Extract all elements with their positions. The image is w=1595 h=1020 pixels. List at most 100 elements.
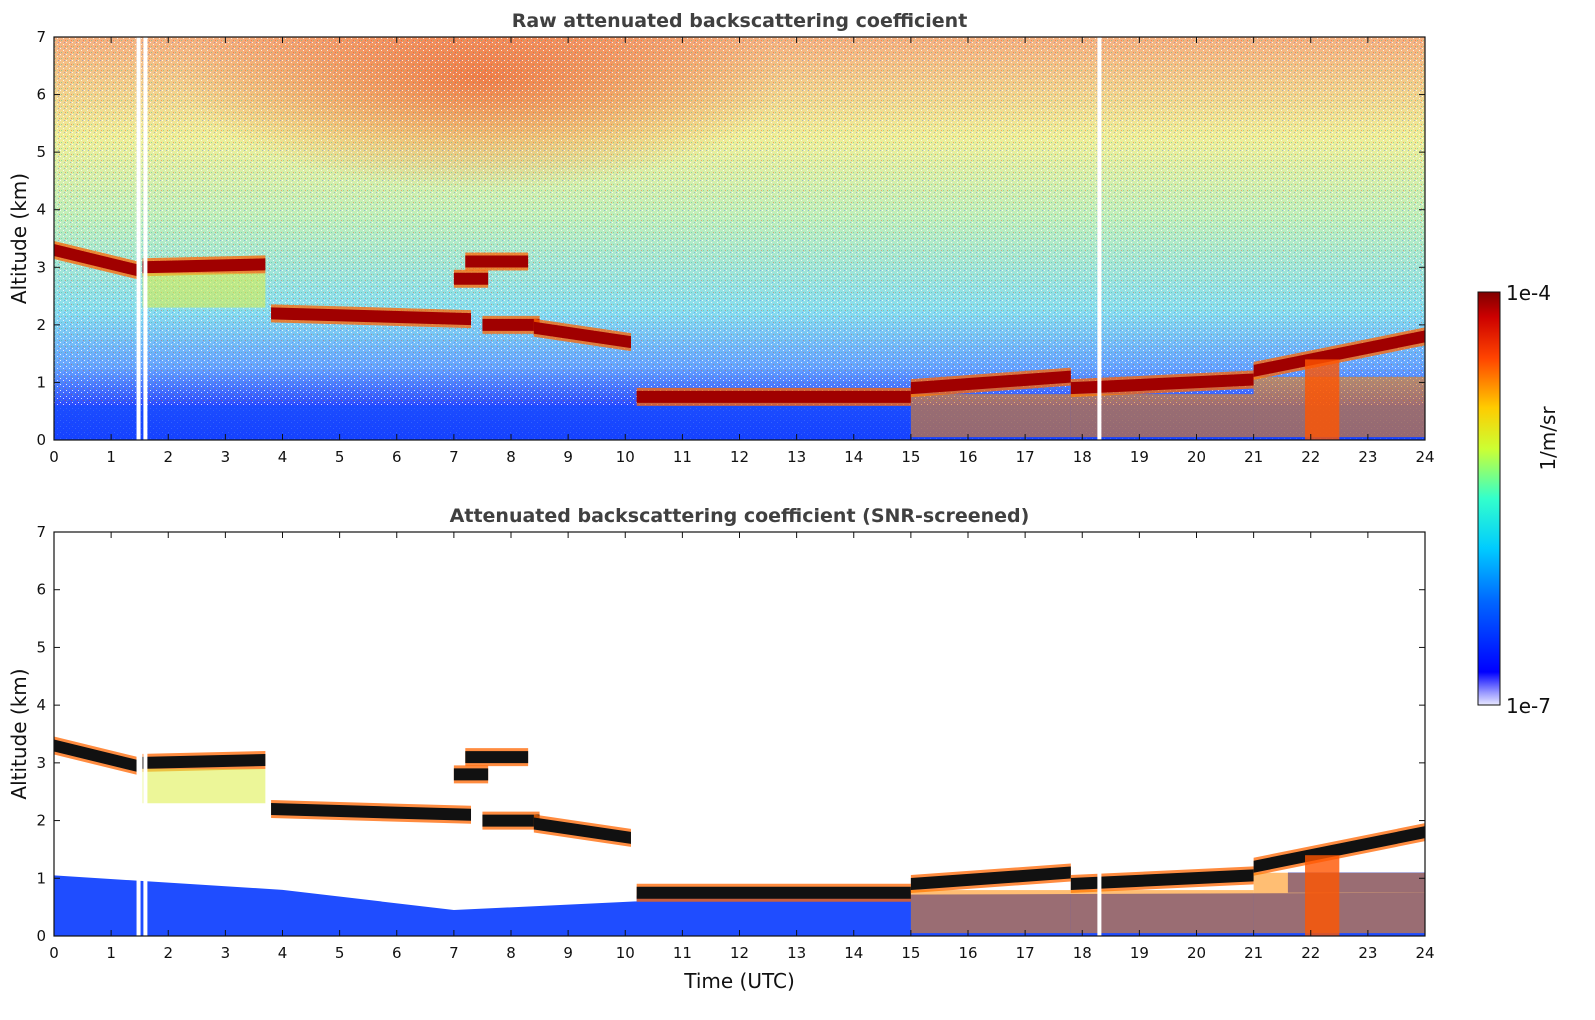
colorbar-gradient (1477, 291, 1501, 706)
x-tick-label: 0 (49, 944, 59, 962)
x-tick-label: 11 (673, 944, 692, 962)
y-tick-label: 6 (36, 581, 46, 599)
cloud-layer (533, 817, 631, 844)
cloud-layer (636, 390, 911, 403)
x-tick-label: 16 (958, 448, 977, 466)
y-tick-label: 6 (36, 86, 46, 104)
x-tick-label: 22 (1301, 944, 1320, 962)
x-tick-label: 2 (163, 944, 173, 962)
x-tick-label: 17 (1016, 448, 1035, 466)
x-tick-label: 22 (1301, 448, 1320, 466)
y-tick-label: 4 (36, 696, 46, 714)
x-tick-label: 20 (1187, 944, 1206, 962)
precipitation-fall-streak (910, 394, 1071, 438)
x-tick-label: 10 (616, 448, 635, 466)
colorbar-unit-label: 1/m/sr (1536, 406, 1560, 471)
cloud-layer (910, 370, 1071, 395)
x-tick-label: 23 (1358, 448, 1377, 466)
y-tick-label: 3 (36, 754, 46, 772)
raw-y-axis: 0 1 2 3 4 5 6 7 (36, 28, 1425, 449)
rain-column (1305, 855, 1340, 936)
x-tick-label: 15 (901, 944, 920, 962)
precipitation-fall-streak (142, 273, 266, 308)
x-tick-label: 0 (49, 448, 59, 466)
cloud-layer (453, 768, 489, 781)
x-tick-label: 3 (221, 448, 231, 466)
cloud-layer (1070, 869, 1254, 891)
colorbar: 1e-4 1e-7 1/m/sr (1477, 281, 1560, 718)
cloud-layer (1253, 330, 1425, 377)
y-tick-label: 2 (36, 316, 46, 334)
screened-backscatter-panel: Attenuated backscattering coefficient (S… (7, 505, 1435, 993)
cloud-layer (271, 803, 472, 821)
screened-y-axis: 0 1 2 3 4 5 6 7 (36, 523, 1425, 945)
x-tick-label: 13 (787, 448, 806, 466)
y-tick-label: 5 (36, 143, 46, 161)
x-tick-label: 24 (1415, 448, 1434, 466)
x-tick-label: 7 (449, 448, 459, 466)
data-gap (1097, 37, 1102, 440)
cloud-layer (1253, 826, 1425, 873)
heatmap-field (54, 532, 1425, 936)
x-tick-label: 12 (730, 448, 749, 466)
x-tick-label: 12 (730, 944, 749, 962)
x-tick-label: 1 (106, 448, 116, 466)
y-tick-label: 7 (36, 28, 46, 46)
screened-plot-area (53, 531, 1426, 937)
x-tick-label: 17 (1016, 944, 1035, 962)
raw-x-axis: 0 1 2 3 4 5 6 7 8 9 10 11 12 13 14 15 16 17 18 19 20 21 22 23 24 (49, 37, 1435, 466)
cloud-layer (453, 272, 489, 285)
y-tick-label: 1 (36, 869, 46, 887)
x-tick-label: 18 (1073, 944, 1092, 962)
screened-panel-title: Attenuated backscattering coefficient (S… (450, 505, 1030, 527)
screened-x-axis-label: Time (UTC) (683, 969, 795, 993)
x-tick-label: 13 (787, 944, 806, 962)
screened-background (54, 532, 1425, 936)
data-gap (136, 532, 141, 936)
y-tick-label: 0 (36, 927, 46, 945)
data-gap (1097, 532, 1102, 936)
x-tick-label: 21 (1244, 448, 1263, 466)
x-tick-label: 18 (1073, 448, 1092, 466)
y-tick-label: 2 (36, 812, 46, 830)
x-tick-label: 21 (1244, 944, 1263, 962)
cloud-layer (482, 318, 540, 331)
x-tick-label: 6 (392, 448, 402, 466)
data-gap (143, 37, 148, 440)
screened-y-axis-label: Altitude (km) (7, 668, 31, 799)
y-tick-label: 4 (36, 201, 46, 219)
x-tick-label: 3 (221, 944, 231, 962)
heatmap-field (54, 37, 1425, 440)
x-tick-label: 15 (901, 448, 920, 466)
cloud-layer (142, 258, 266, 274)
x-tick-label: 5 (335, 944, 345, 962)
cloud-layer (465, 255, 529, 268)
x-tick-label: 9 (563, 944, 573, 962)
y-tick-label: 1 (36, 373, 46, 391)
precipitation-fall-streak (142, 768, 266, 804)
x-tick-label: 2 (163, 448, 173, 466)
cloud-layer (1070, 373, 1254, 395)
raw-y-axis-label: Altitude (km) (7, 173, 31, 304)
raw-backscatter-panel: Raw attenuated backscattering coefficien… (7, 10, 1435, 466)
noise-speckle (54, 37, 1425, 440)
x-tick-label: 7 (449, 944, 459, 962)
x-tick-label: 6 (392, 944, 402, 962)
screened-x-axis: 0 1 2 3 4 5 6 7 8 9 10 11 12 13 14 15 16 17 18 19 20 21 22 23 24 (49, 532, 1435, 962)
x-tick-label: 19 (1130, 944, 1149, 962)
cloud-layer (142, 753, 266, 769)
data-gap (136, 37, 141, 440)
raw-plot-area (53, 36, 1426, 441)
cloud-layer (910, 866, 1071, 891)
y-tick-label: 7 (36, 523, 46, 541)
cloud-layer (54, 739, 137, 772)
precipitation-fall-streak (910, 890, 1071, 934)
x-tick-label: 16 (958, 944, 977, 962)
colorbar-min-label: 1e-7 (1506, 694, 1551, 718)
x-tick-label: 8 (506, 944, 516, 962)
cloud-layer (636, 886, 911, 899)
cloud-layer (54, 244, 137, 277)
raw-panel-title: Raw attenuated backscattering coefficien… (512, 10, 968, 32)
colorbar-max-label: 1e-4 (1506, 281, 1551, 305)
x-tick-label: 11 (673, 448, 692, 466)
